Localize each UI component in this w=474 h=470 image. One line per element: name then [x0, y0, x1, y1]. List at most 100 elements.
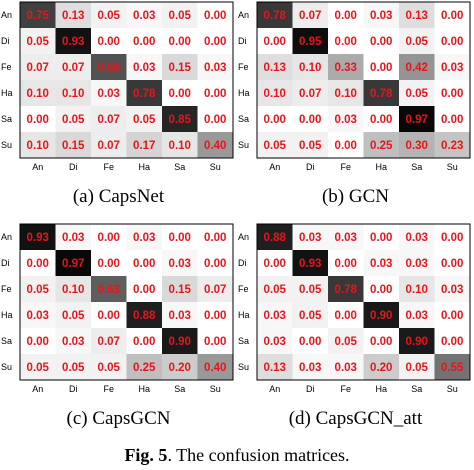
matrix-cell [126, 250, 163, 277]
cell-value-label: 0.03 [27, 310, 49, 322]
matrix-cell [434, 302, 471, 329]
cell-value-label: 0.07 [299, 10, 321, 22]
cell-value-label: 0.03 [370, 10, 392, 22]
x-tick-label: Sa [174, 384, 185, 394]
cell-value-label: 0.78 [133, 88, 156, 100]
matrix-cell [363, 2, 400, 29]
matrix-cell [91, 276, 127, 303]
cell-value-label: 0.07 [98, 114, 120, 126]
matrix-cell [20, 106, 56, 133]
cell-value-label: 0.25 [370, 140, 393, 152]
cell-value-label: 0.05 [27, 284, 50, 296]
y-tick-label: Fe [238, 284, 249, 294]
cell-value-label: 0.05 [406, 36, 429, 48]
y-tick-label: Ha [1, 310, 13, 320]
cell-value-label: 0.00 [335, 36, 357, 48]
matrix-cell [434, 224, 471, 251]
cell-value-label: 0.05 [264, 284, 287, 296]
matrix-cell [257, 302, 293, 329]
x-tick-label: Di [306, 384, 315, 394]
cell-value-label: 0.00 [98, 310, 120, 322]
matrix-cell [257, 354, 293, 381]
cell-value-label: 0.00 [98, 258, 120, 270]
matrix-cell [126, 28, 163, 55]
cell-value-label: 0.10 [62, 88, 84, 100]
matrix-cell [197, 106, 234, 133]
cell-value-label: 0.03 [133, 62, 155, 74]
cell-value-label: 0.90 [169, 336, 191, 348]
cell-value-label: 0.40 [204, 362, 226, 374]
cell-value-label: 0.00 [335, 10, 357, 22]
cell-value-label: 0.00 [441, 336, 463, 348]
cell-value-label: 0.00 [204, 336, 226, 348]
cell-value-label: 0.00 [169, 36, 191, 48]
caption-capsgcn-att: (d) CapsGCN_att [288, 408, 423, 429]
cell-value-label: 0.00 [441, 258, 463, 270]
matrix-cell [91, 80, 127, 107]
cell-value-label: 0.00 [370, 114, 392, 126]
matrix-cell [20, 276, 56, 303]
cell-value-label: 0.00 [204, 232, 226, 244]
matrix-cell [292, 80, 329, 107]
matrix-cell [257, 2, 293, 29]
panel-capsgcn-att: 0.88 0.03 0.03 0.00 0.03 0.00 0.00 0.93 0.00 0.03… [237, 222, 474, 437]
cell-value-label: 0.03 [264, 336, 286, 348]
matrix-cell [91, 2, 127, 29]
cell-value-label: 0.93 [62, 36, 84, 48]
matrix-cell [197, 250, 234, 277]
matrix-cell [292, 28, 329, 55]
matrix-cell [162, 224, 198, 251]
x-tick-label: Fe [103, 384, 114, 394]
matrix-cell [162, 2, 198, 29]
cell-value-label: 0.00 [370, 36, 392, 48]
matrix-cell [292, 106, 329, 133]
matrix-cell [197, 2, 234, 29]
cell-value-label: 0.00 [133, 336, 155, 348]
matrix-cell [126, 302, 163, 329]
matrix-cell [126, 224, 163, 251]
matrix-cell [434, 2, 471, 29]
matrix-cell [55, 80, 92, 107]
matrix-cell [55, 328, 92, 355]
matrix-cell [292, 354, 329, 381]
cell-value-label: 0.15 [169, 62, 192, 74]
cell-value-label: 0.97 [406, 114, 428, 126]
matrix-cell [399, 224, 435, 251]
matrix-cell [55, 106, 92, 133]
matrix-cell [363, 28, 400, 55]
y-tick-label: Di [1, 258, 10, 268]
cell-value-label: 0.78 [335, 284, 358, 296]
matrix-cell [197, 80, 234, 107]
y-tick-label: Ha [1, 88, 13, 98]
matrix-frame [19, 1, 234, 159]
y-tick-label: Sa [1, 114, 12, 124]
x-tick-label: Su [447, 162, 458, 172]
cell-value-label: 0.07 [299, 88, 321, 100]
cell-value-label: 0.78 [264, 10, 287, 22]
cell-value-label: 0.00 [27, 258, 49, 270]
cell-value-label: 0.03 [133, 10, 155, 22]
cell-value-label: 0.05 [27, 36, 50, 48]
matrix-cell [328, 302, 364, 329]
cell-value-label: 0.03 [169, 310, 191, 322]
x-tick-label: Sa [411, 162, 422, 172]
matrix-cell [20, 328, 56, 355]
x-tick-label: Su [210, 162, 221, 172]
y-tick-label: Su [1, 140, 12, 150]
matrix-cell [55, 250, 92, 277]
cell-value-label: 0.03 [169, 258, 191, 270]
cell-value-label: 0.03 [299, 362, 321, 374]
y-tick-label: An [1, 232, 12, 242]
cell-value-label: 0.03 [133, 232, 155, 244]
matrix-cell [20, 28, 56, 55]
matrix-cell [292, 328, 329, 355]
matrix-cell [363, 132, 400, 159]
matrix-cell [399, 106, 435, 133]
cell-value-label: 0.00 [27, 114, 49, 126]
matrix-cell [399, 132, 435, 159]
matrix-cell [91, 354, 127, 381]
cell-value-label: 0.33 [335, 62, 357, 74]
cell-value-label: 0.05 [335, 336, 358, 348]
matrix-cell [399, 2, 435, 29]
matrix-cell [20, 354, 56, 381]
